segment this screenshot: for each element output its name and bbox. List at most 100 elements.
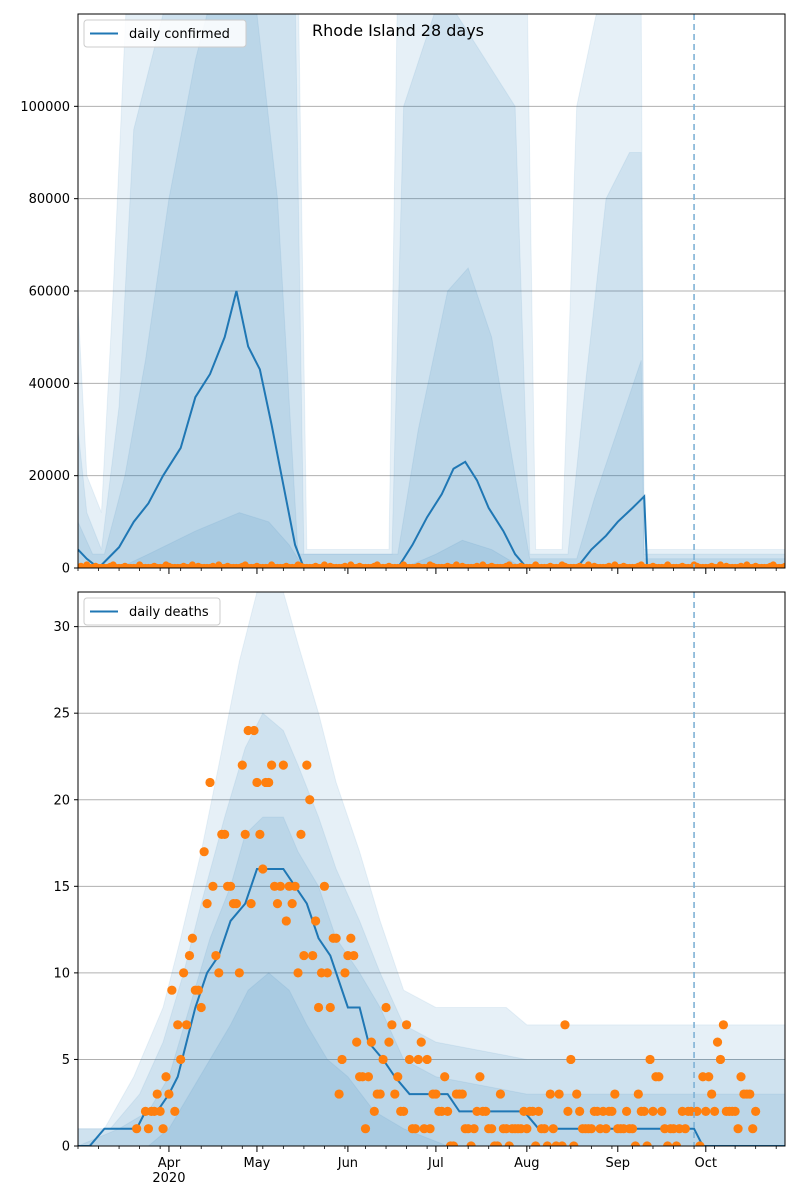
deaths-observed-point bbox=[522, 1124, 532, 1134]
deaths-ytick-label: 5 bbox=[62, 1053, 70, 1068]
deaths-observed-point bbox=[548, 1124, 558, 1134]
deaths-observed-point bbox=[572, 1089, 582, 1099]
confirmed-band-95 bbox=[78, 14, 785, 568]
deaths-observed-point bbox=[610, 1089, 620, 1099]
confirmed-ytick-label: 80000 bbox=[29, 192, 70, 207]
deaths-observed-point bbox=[627, 1124, 638, 1134]
deaths-observed-point bbox=[533, 1106, 544, 1116]
deaths-observed-point bbox=[657, 1106, 667, 1116]
deaths-observed-point bbox=[639, 1106, 649, 1116]
confirmed-median-line bbox=[78, 290, 785, 568]
deaths-observed-point bbox=[369, 1106, 379, 1116]
deaths-observed-point bbox=[531, 1141, 541, 1146]
deaths-ytick-label: 25 bbox=[53, 707, 70, 722]
deaths-observed-point bbox=[443, 1106, 453, 1116]
deaths-observed-point bbox=[181, 1020, 192, 1030]
deaths-observed-point bbox=[701, 1106, 711, 1116]
deaths-observed-point bbox=[240, 829, 250, 839]
deaths-observed-point bbox=[431, 1089, 441, 1099]
deaths-observed-point bbox=[381, 1002, 391, 1013]
confirmed-ytick-label: 0 bbox=[62, 562, 70, 577]
deaths-observed-point bbox=[313, 1002, 324, 1013]
deaths-observed-point bbox=[231, 899, 242, 909]
deaths-observed-point bbox=[366, 1037, 376, 1047]
deaths-observed-point bbox=[246, 899, 256, 909]
deaths-observed-point bbox=[440, 1072, 450, 1082]
deaths-observed-point bbox=[360, 1124, 371, 1134]
deaths-observed-point bbox=[404, 1054, 415, 1065]
deaths-observed-point bbox=[378, 1054, 388, 1065]
confirmed-ytick-label: 100000 bbox=[20, 100, 70, 115]
deaths-observed-point bbox=[654, 1072, 664, 1082]
deaths-observed-point bbox=[730, 1106, 740, 1116]
deaths-observed-point bbox=[214, 968, 224, 978]
deaths-observed-point bbox=[736, 1072, 746, 1082]
deaths-observed-point bbox=[733, 1124, 743, 1134]
deaths-observed-point bbox=[712, 1037, 723, 1047]
deaths-observed-point bbox=[566, 1054, 576, 1065]
deaths-observed-point bbox=[290, 881, 300, 891]
deaths-observed-point bbox=[167, 985, 177, 995]
deaths-observed-point bbox=[422, 1054, 432, 1065]
deaths-observed-point bbox=[642, 1141, 652, 1146]
deaths-ytick-label: 0 bbox=[62, 1140, 70, 1155]
deaths-observed-point bbox=[311, 916, 321, 926]
deaths-observed-point bbox=[220, 829, 230, 839]
deaths-observed-point bbox=[457, 1089, 467, 1099]
deaths-observed-point bbox=[208, 881, 218, 891]
deaths-observed-point bbox=[466, 1141, 476, 1146]
deaths-observed-point bbox=[586, 1124, 596, 1134]
deaths-observed-point bbox=[346, 933, 356, 943]
deaths-observed-point bbox=[633, 1089, 643, 1099]
deaths-year-label: 2020 bbox=[152, 1171, 185, 1186]
deaths-observed-point bbox=[352, 1037, 362, 1047]
deaths-observed-point bbox=[384, 1037, 394, 1047]
deaths-observed-point bbox=[671, 1141, 682, 1146]
confirmed-plot-area bbox=[78, 14, 785, 568]
deaths-observed-point bbox=[325, 1002, 335, 1013]
deaths-observed-point bbox=[340, 968, 350, 978]
deaths-observed-point bbox=[164, 1089, 174, 1099]
deaths-observed-point bbox=[264, 777, 274, 788]
deaths-xtick-label: Jul bbox=[427, 1156, 444, 1171]
deaths-observed-point bbox=[715, 1054, 726, 1065]
deaths-observed-point bbox=[161, 1072, 171, 1082]
deaths-ytick-label: 20 bbox=[53, 793, 70, 808]
confirmed-band-50 bbox=[78, 14, 785, 568]
deaths-observed-point bbox=[331, 933, 341, 943]
deaths-observed-point bbox=[448, 1141, 459, 1146]
deaths-observed-point bbox=[143, 1124, 154, 1134]
deaths-observed-point bbox=[184, 950, 195, 961]
deaths-observed-point bbox=[707, 1089, 717, 1099]
confirmed-legend: daily confirmed bbox=[83, 19, 247, 48]
deaths-median-line bbox=[78, 868, 785, 1146]
confirmed-ytick-label: 40000 bbox=[29, 377, 70, 392]
deaths-xtick-label: May bbox=[244, 1156, 271, 1171]
deaths-observed-point bbox=[170, 1106, 180, 1116]
deaths-observed-point bbox=[302, 760, 312, 770]
deaths-observed-point bbox=[249, 725, 259, 736]
deaths-observed-point bbox=[630, 1141, 640, 1146]
deaths-xtick-label: Apr bbox=[158, 1156, 181, 1171]
deaths-observed-point bbox=[469, 1124, 479, 1134]
deaths-observed-point bbox=[375, 1089, 385, 1099]
deaths-observed-point bbox=[410, 1124, 420, 1134]
deaths-observed-point bbox=[337, 1054, 347, 1065]
deaths-observed-point bbox=[281, 916, 291, 926]
deaths-observed-point bbox=[751, 1106, 761, 1116]
deaths-legend-box bbox=[83, 597, 221, 626]
deaths-observed-point bbox=[745, 1089, 755, 1099]
deaths-observed-point bbox=[132, 1124, 142, 1134]
deaths-observed-point bbox=[255, 829, 265, 839]
deaths-observed-point bbox=[504, 1141, 514, 1146]
deaths-observed-point bbox=[319, 881, 330, 891]
deaths-observed-point bbox=[176, 1054, 186, 1065]
deaths-observed-point bbox=[334, 1089, 344, 1099]
confirmed-ytick-label: 60000 bbox=[29, 285, 70, 300]
deaths-observed-point bbox=[363, 1072, 374, 1082]
deaths-ytick-label: 10 bbox=[53, 966, 70, 981]
deaths-observed-point bbox=[293, 968, 303, 978]
chart-title: Rhode Island 28 days bbox=[312, 21, 484, 40]
deaths-observed-point bbox=[193, 985, 203, 995]
